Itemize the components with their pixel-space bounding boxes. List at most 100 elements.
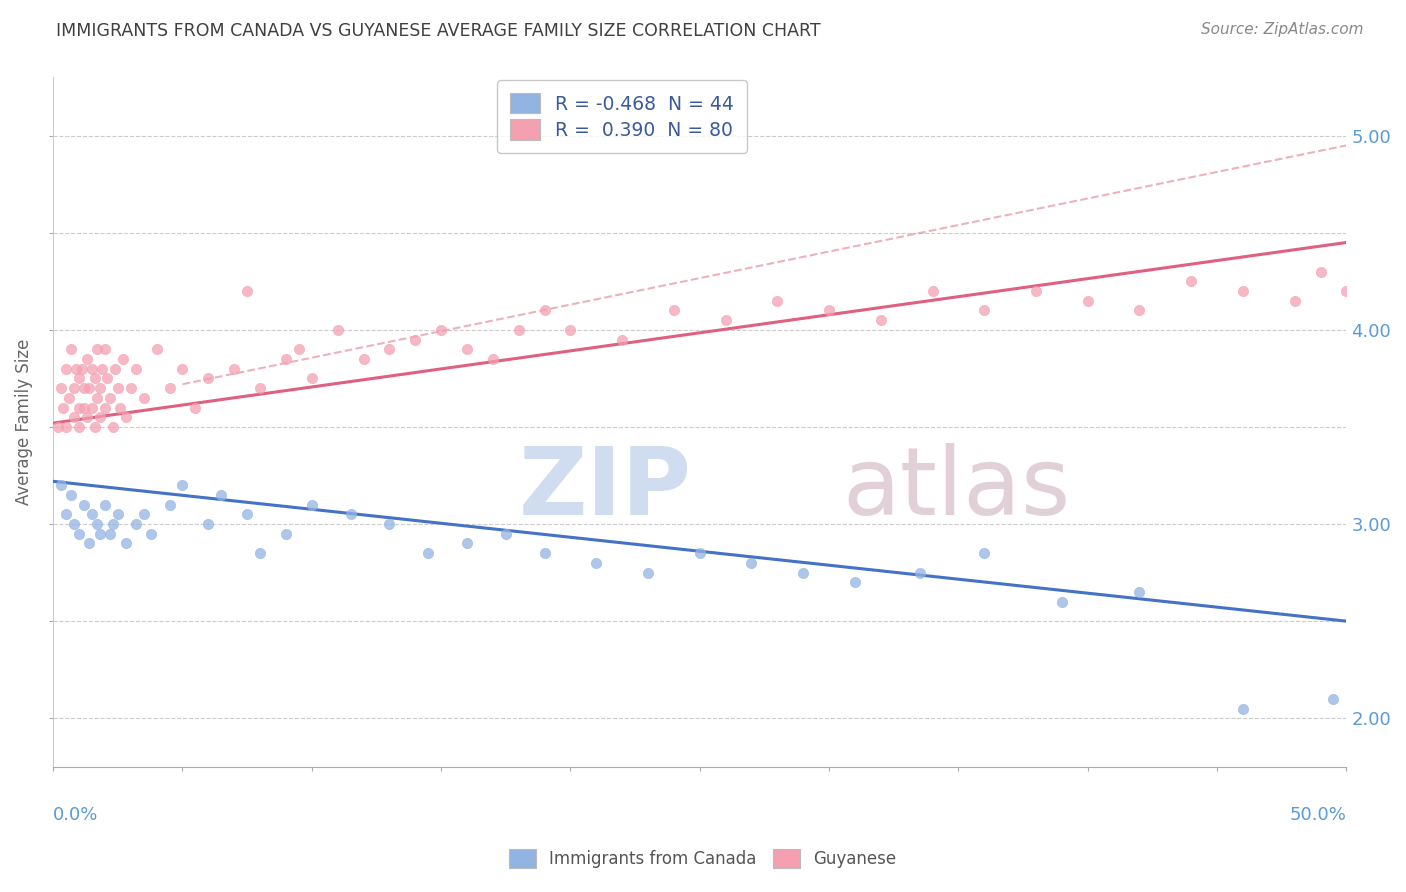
Text: 50.0%: 50.0% xyxy=(1289,805,1347,823)
Point xyxy=(83,371,105,385)
Text: 0.0%: 0.0% xyxy=(53,805,98,823)
Point xyxy=(1336,284,1358,298)
Point xyxy=(714,313,737,327)
Point xyxy=(79,536,101,550)
Point xyxy=(533,546,555,560)
Point xyxy=(104,361,127,376)
Point xyxy=(184,401,207,415)
Point xyxy=(63,381,86,395)
Point xyxy=(1284,293,1306,308)
Point xyxy=(339,508,361,522)
Point xyxy=(107,508,129,522)
Point xyxy=(159,498,181,512)
Y-axis label: Average Family Size: Average Family Size xyxy=(15,339,32,505)
Point xyxy=(80,361,103,376)
Text: Source: ZipAtlas.com: Source: ZipAtlas.com xyxy=(1201,22,1364,37)
Point xyxy=(114,536,136,550)
Point xyxy=(378,517,401,532)
Point xyxy=(120,381,142,395)
Point xyxy=(585,556,607,570)
Point xyxy=(55,508,77,522)
Point xyxy=(1128,585,1150,599)
Point xyxy=(404,333,426,347)
Point xyxy=(612,333,634,347)
Point xyxy=(1309,265,1331,279)
Text: atlas: atlas xyxy=(842,443,1070,535)
Point xyxy=(792,566,814,580)
Point xyxy=(197,517,219,532)
Point xyxy=(662,303,685,318)
Point xyxy=(301,371,323,385)
Point xyxy=(456,343,478,357)
Point xyxy=(111,351,134,366)
Point xyxy=(378,343,401,357)
Point xyxy=(224,361,246,376)
Point xyxy=(1322,691,1344,706)
Point xyxy=(844,575,866,590)
Point xyxy=(94,498,117,512)
Point xyxy=(91,361,114,376)
Point xyxy=(65,361,87,376)
Point xyxy=(70,361,93,376)
Point xyxy=(274,351,297,366)
Point xyxy=(482,351,505,366)
Point xyxy=(63,517,86,532)
Point xyxy=(326,323,349,337)
Point xyxy=(1128,303,1150,318)
Point xyxy=(101,517,124,532)
Point xyxy=(132,391,155,405)
Point xyxy=(80,401,103,415)
Point xyxy=(125,361,148,376)
Legend: Immigrants from Canada, Guyanese: Immigrants from Canada, Guyanese xyxy=(503,843,903,875)
Point xyxy=(249,546,271,560)
Point xyxy=(1386,303,1406,318)
Point xyxy=(869,313,891,327)
Point xyxy=(637,566,659,580)
Point xyxy=(96,371,118,385)
Point xyxy=(1050,595,1073,609)
Point xyxy=(236,284,259,298)
Point xyxy=(107,381,129,395)
Point xyxy=(288,343,311,357)
Point xyxy=(145,343,167,357)
Point xyxy=(1232,701,1254,715)
Point xyxy=(49,478,72,492)
Point xyxy=(689,546,711,560)
Text: ZIP: ZIP xyxy=(519,443,692,535)
Point xyxy=(86,343,108,357)
Point xyxy=(456,536,478,550)
Point xyxy=(209,488,232,502)
Point xyxy=(508,323,530,337)
Point xyxy=(197,371,219,385)
Point xyxy=(533,303,555,318)
Point xyxy=(89,410,111,425)
Point xyxy=(49,381,72,395)
Point xyxy=(1232,284,1254,298)
Point xyxy=(172,478,194,492)
Point xyxy=(973,546,995,560)
Point xyxy=(1180,274,1202,288)
Point xyxy=(818,303,841,318)
Point xyxy=(98,526,121,541)
Point xyxy=(58,391,80,405)
Point xyxy=(52,401,75,415)
Point xyxy=(94,401,117,415)
Point xyxy=(560,323,582,337)
Point xyxy=(1025,284,1047,298)
Point xyxy=(67,371,90,385)
Point xyxy=(86,391,108,405)
Point xyxy=(55,420,77,434)
Point xyxy=(89,526,111,541)
Point xyxy=(83,420,105,434)
Point xyxy=(141,526,163,541)
Point xyxy=(495,526,517,541)
Point xyxy=(76,351,98,366)
Point xyxy=(172,361,194,376)
Point xyxy=(301,498,323,512)
Text: IMMIGRANTS FROM CANADA VS GUYANESE AVERAGE FAMILY SIZE CORRELATION CHART: IMMIGRANTS FROM CANADA VS GUYANESE AVERA… xyxy=(56,22,821,40)
Legend: R = -0.468  N = 44, R =  0.390  N = 80: R = -0.468 N = 44, R = 0.390 N = 80 xyxy=(498,80,747,153)
Point xyxy=(79,381,101,395)
Point xyxy=(73,381,96,395)
Point xyxy=(274,526,297,541)
Point xyxy=(921,284,943,298)
